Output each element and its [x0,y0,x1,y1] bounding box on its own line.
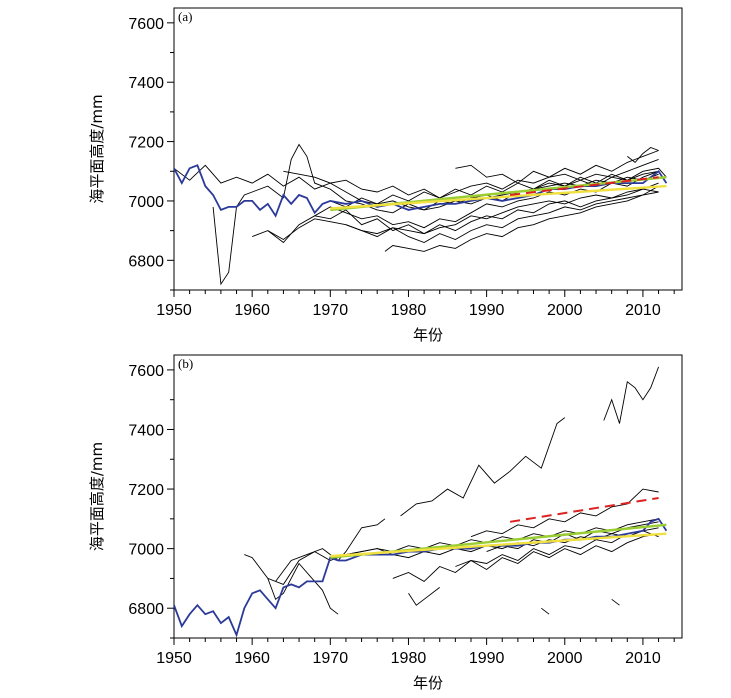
panel-b-frame [173,354,683,639]
panel-b-y-tick-label-7200: 7200 [128,482,164,499]
panel-b-y-tick-label-7400: 7400 [128,422,164,439]
panel-b-station-line-8 [408,587,440,606]
panel-a-x-tick-label-2010: 2010 [625,302,661,319]
panel-b-station-line-5 [603,366,660,424]
panel-a: (a) 1950 1960 1970 1980 1990 2000 2010 6800 7000… [88,7,683,344]
panel-b-x-tick-label-1950: 1950 [156,650,192,667]
panel-b-station-line-7 [392,530,659,582]
panel-a-station-line-11 [627,146,659,164]
panel-b-station-line-13 [611,598,620,606]
panel-b-x-tick-label-1980: 1980 [391,650,427,667]
panel-a-x-tick-label-1960: 1960 [234,302,270,319]
panel-a-x-tick-label-2000: 2000 [547,302,583,319]
panel-b-station-line-2 [267,562,339,615]
panel-b-trend-line-15 [330,532,667,558]
panel-a-station-line-5 [283,158,659,199]
panel-b-station-line-1 [244,518,659,585]
panel-b-x-tick-label-1990: 1990 [469,650,505,667]
panel-b-x-axis-title: 年份 [413,674,443,692]
panel-a-trend-line-13 [330,184,667,210]
panel-a-x-tick-label-1970: 1970 [313,302,349,319]
panel-a-y-tick-label-7400: 7400 [128,75,164,92]
panel-a-frame [173,7,683,291]
panel-b-station-line-4 [400,417,566,517]
panel-b-mean-line [174,517,668,638]
panel-b-y-tick-label-7600: 7600 [128,363,164,380]
panel-a-station-line-6 [314,188,659,235]
panel-b-x-tick-label-1970: 1970 [313,650,349,667]
panel-a-station-line-10 [455,150,659,184]
panel-b-station-line-6 [345,527,659,559]
panel-a-x-tick-label-1990: 1990 [469,302,505,319]
panel-b-y-tick-label-6800: 6800 [128,601,164,618]
panel-a-station-line-2 [212,143,659,286]
panel-a-y-tick-label-7600: 7600 [128,16,164,33]
panel-a-label: (a) [178,9,192,24]
panel-a-y-axis-title: 海平面高度/mm [88,94,106,203]
panel-a-x-tick-label-1980: 1980 [391,302,427,319]
panel-b-plot-area [174,366,668,638]
panel-b-x-tick-label-1960: 1960 [234,650,270,667]
panel-a-y-tick-label-7000: 7000 [128,194,164,211]
panel-b-label: (b) [178,356,193,371]
panel-b-dashed-trend-line [509,497,659,523]
panel-a-x-axis-title: 年份 [413,326,443,344]
panel-a-axes: 1950 1960 1970 1980 1990 2000 2010 6800 7000 7200… [128,16,675,319]
panel-a-station-line-9 [384,191,659,252]
panel-b-series [174,366,668,638]
panel-a-station-line-3 [252,182,659,241]
panel-a-dashed-trend-line [509,176,659,196]
panel-b-y-tick-label-7000: 7000 [128,542,164,559]
panel-b-station-line-9 [455,533,659,571]
panel-a-plot-area [174,143,668,286]
panel-a-y-tick-label-7200: 7200 [128,135,164,152]
panel-a-y-tick-label-6800: 6800 [128,253,164,270]
panel-b-x-tick-label-2000: 2000 [547,650,583,667]
panel-b: (b) 1950 1960 1970 1980 1990 2000 2010 6800 7000… [88,354,683,692]
panel-a-station-line-8 [345,185,659,243]
panel-a-series [174,143,668,286]
panel-b-station-line-12 [541,607,550,615]
panel-a-x-tick-label-1950: 1950 [156,302,192,319]
panel-b-x-tick-label-2010: 2010 [625,650,661,667]
panel-b-y-axis-title: 海平面高度/mm [88,442,106,551]
panel-b-axes: 1950 1960 1970 1980 1990 2000 2010 6800 7000 7200… [128,363,675,667]
